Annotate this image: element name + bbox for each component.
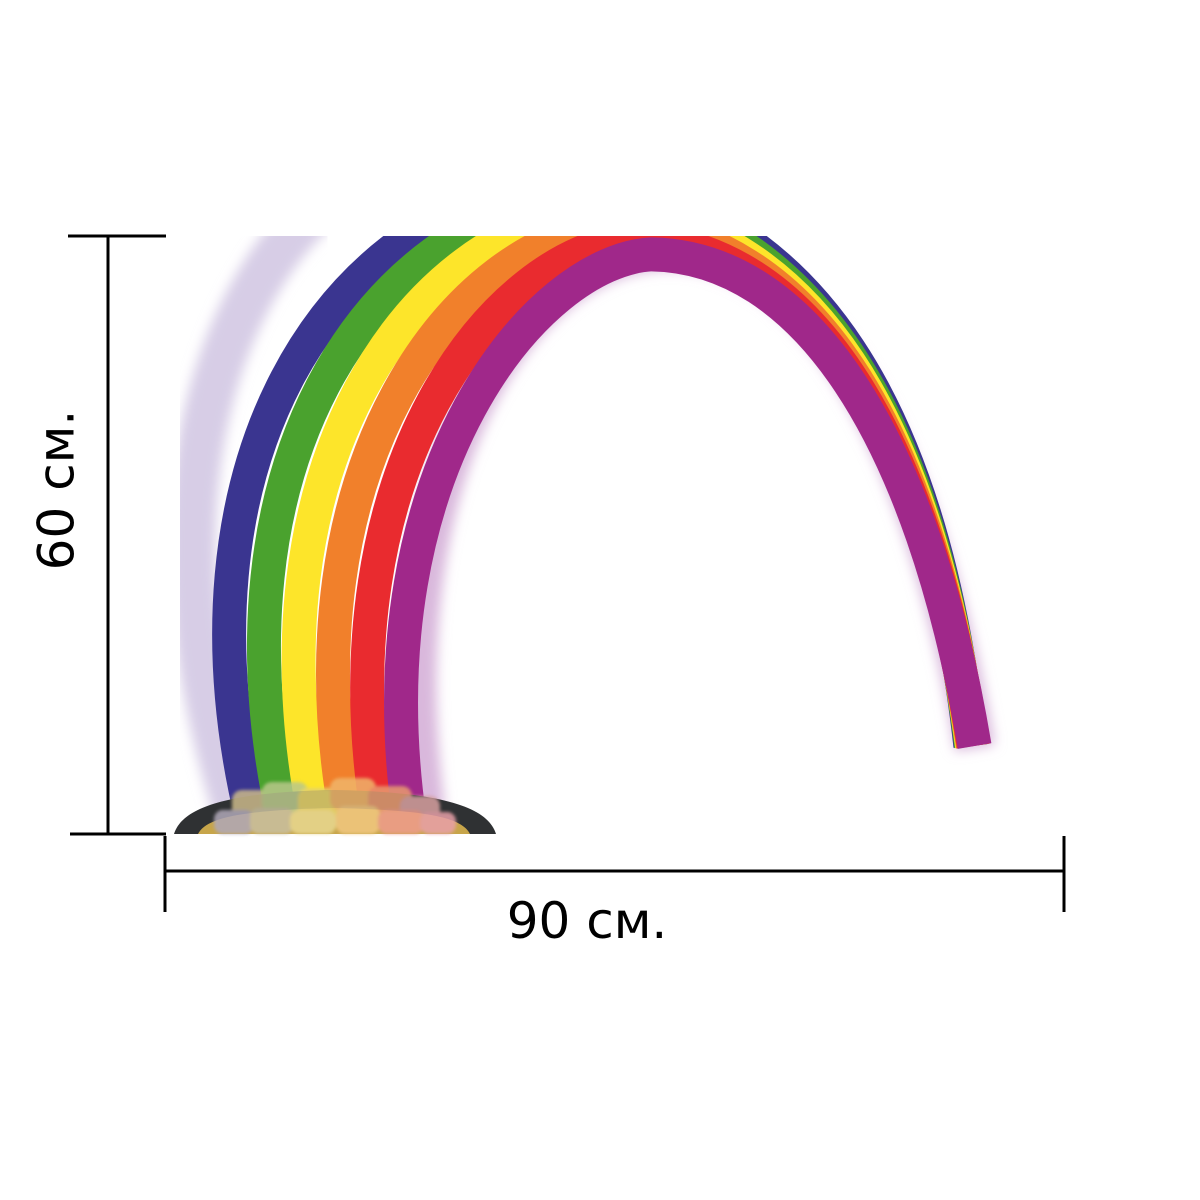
height-dimension-label: 60 см. xyxy=(28,410,86,571)
rainbow-band-magenta xyxy=(384,237,992,821)
rainbow-outer-glow xyxy=(169,236,322,817)
width-dimension-label: 90 см. xyxy=(507,892,668,950)
pot-of-gold xyxy=(174,778,496,834)
height-dimension xyxy=(68,234,166,836)
rainbow-illustration xyxy=(169,236,995,834)
gold-coins xyxy=(214,778,456,834)
width-dimension xyxy=(163,836,1066,912)
